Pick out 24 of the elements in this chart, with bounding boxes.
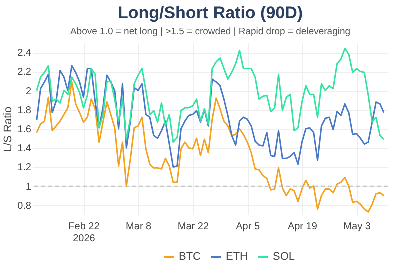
x-tick-label: Mar 22	[178, 222, 210, 232]
x-tick-label: May 3	[344, 222, 372, 232]
y-tick-label: 1.6	[18, 124, 32, 136]
chart-subtitle: Above 1.0 = net long | >1.5 = crowded | Rapid drop = deleveraging	[70, 26, 351, 38]
chart-title: Long/Short Ratio (90D)	[118, 4, 304, 22]
line-series	[36, 48, 385, 144]
x-tick-label: Apr 19	[288, 222, 318, 232]
y-tick-label: 0.8	[18, 200, 32, 212]
legend-label: ETH	[226, 251, 248, 263]
y-tick-label: 2.2	[18, 67, 32, 78]
legend-label: SOL	[273, 251, 296, 263]
line-series	[36, 65, 385, 168]
x-tick-label: Mar 8	[126, 222, 152, 232]
y-axis-title: L/S Ratio	[2, 106, 15, 152]
y-tick-label: 2	[26, 86, 32, 98]
y-tick-label: 1.8	[18, 105, 32, 116]
legend-label: BTC	[179, 251, 202, 263]
x-tick-label: Feb 22 2026	[68, 222, 100, 244]
y-tick-label: 1	[26, 182, 32, 193]
y-tick-label: 1.2	[18, 162, 32, 174]
y-tick-label: 2.4	[18, 48, 32, 60]
line-series	[36, 81, 385, 213]
x-tick-label: Apr 5	[236, 222, 260, 232]
y-tick-label: 1.4	[18, 144, 32, 155]
